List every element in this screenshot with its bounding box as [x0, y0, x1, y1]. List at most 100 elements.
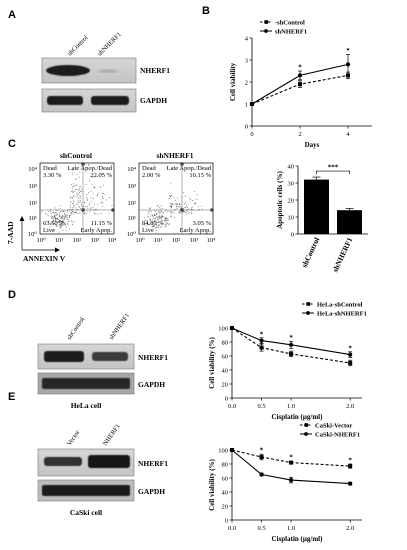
event-dot [186, 213, 187, 215]
band-label: NHERF1 [140, 66, 170, 75]
event-dot [166, 222, 168, 224]
event-dot [73, 203, 74, 205]
event-dot [86, 197, 88, 199]
event-dot [158, 218, 160, 220]
event-dot [72, 197, 74, 199]
event-dot [160, 219, 162, 221]
event-dot [85, 205, 87, 207]
event-dot [82, 190, 84, 192]
event-dot [149, 219, 151, 221]
event-dot [171, 203, 173, 205]
event-dot [154, 227, 156, 229]
event-dot [72, 202, 74, 204]
event-dot [160, 210, 162, 212]
event-dot [71, 220, 73, 222]
event-dot [155, 219, 157, 221]
event-dot [156, 205, 158, 207]
event-dot [53, 212, 54, 213]
event-dot [76, 178, 78, 180]
event-dot [49, 226, 51, 228]
event-dot [156, 226, 158, 228]
event-dot [50, 213, 52, 215]
event-dot [149, 207, 151, 209]
event-dot [171, 211, 173, 213]
event-dot [71, 169, 73, 171]
event-dot [90, 209, 92, 211]
y-tick-label: 60 [222, 475, 229, 482]
event-dot [165, 225, 167, 227]
event-dot [170, 195, 172, 197]
event-dot [92, 206, 94, 208]
event-dot [61, 220, 63, 222]
event-dot [167, 220, 169, 222]
event-dot [179, 212, 181, 214]
event-dot [96, 195, 98, 197]
y-tick-label: 40 [222, 367, 229, 374]
data-point [259, 338, 264, 343]
event-dot [111, 204, 113, 206]
event-dot [55, 211, 57, 213]
event-dot [173, 204, 175, 206]
event-dot [74, 178, 76, 180]
event-dot [84, 212, 86, 214]
event-dot [71, 187, 73, 189]
y-tick-label: 80 [222, 339, 229, 346]
event-dot [157, 227, 159, 229]
event-dot [176, 204, 178, 206]
event-dot [182, 209, 183, 211]
event-dot [171, 206, 173, 207]
event-dot [187, 211, 189, 213]
event-dot [79, 194, 81, 196]
event-dot [92, 192, 94, 194]
event-dot [51, 221, 53, 223]
event-dot [73, 183, 75, 185]
event-dot [160, 226, 162, 228]
event-dot [88, 164, 90, 166]
tick-label: 10² [172, 237, 181, 244]
event-dot [94, 209, 96, 210]
event-dot [47, 210, 49, 212]
event-dot [78, 205, 80, 207]
event-dot [85, 183, 87, 185]
event-dot [153, 215, 155, 217]
band-label: GAPDH [138, 487, 165, 496]
arrow-head-icon [19, 216, 25, 221]
quadrant-value: 3.30 % [43, 172, 62, 179]
event-dot [148, 211, 150, 213]
event-dot [88, 180, 90, 182]
event-dot [77, 200, 79, 202]
event-dot [67, 220, 69, 222]
event-dot [59, 205, 61, 207]
event-dot [178, 206, 179, 208]
bar [337, 210, 362, 234]
event-dot [190, 199, 192, 201]
y-axis-title: Apoptotic cells (%) [276, 171, 284, 229]
significance-mark: *** [328, 164, 339, 172]
x-tick-label: 1.0 [287, 403, 295, 410]
event-dot [146, 222, 148, 224]
event-dot [72, 185, 74, 187]
event-dot [173, 197, 175, 199]
event-dot [71, 208, 73, 210]
event-dot [156, 212, 158, 214]
event-dot [69, 228, 71, 230]
event-dot [146, 220, 148, 222]
event-dot [159, 208, 161, 210]
event-dot [61, 216, 63, 218]
event-dot [59, 220, 61, 221]
significance-bracket [316, 170, 350, 175]
event-dot [73, 195, 75, 197]
data-point [259, 345, 264, 350]
event-dot [63, 218, 65, 220]
quadrant-name: Late Apop./Dead [68, 165, 113, 172]
panel-d-blot: shControl shNHERF1 NHERF1 GAPDH HeLa cel… [37, 312, 168, 410]
x-tick-label: 0.5 [257, 525, 265, 532]
event-dot [181, 207, 183, 209]
panel-c-bar-chart: 0 10 20 30 40 Apoptotic cells (%) shControl shN… [276, 163, 368, 273]
event-dot [60, 223, 62, 225]
event-dot [191, 208, 193, 210]
panel-letter-d: D [8, 289, 16, 301]
event-dot [186, 205, 188, 207]
x-tick-label: 2.0 [346, 525, 354, 532]
